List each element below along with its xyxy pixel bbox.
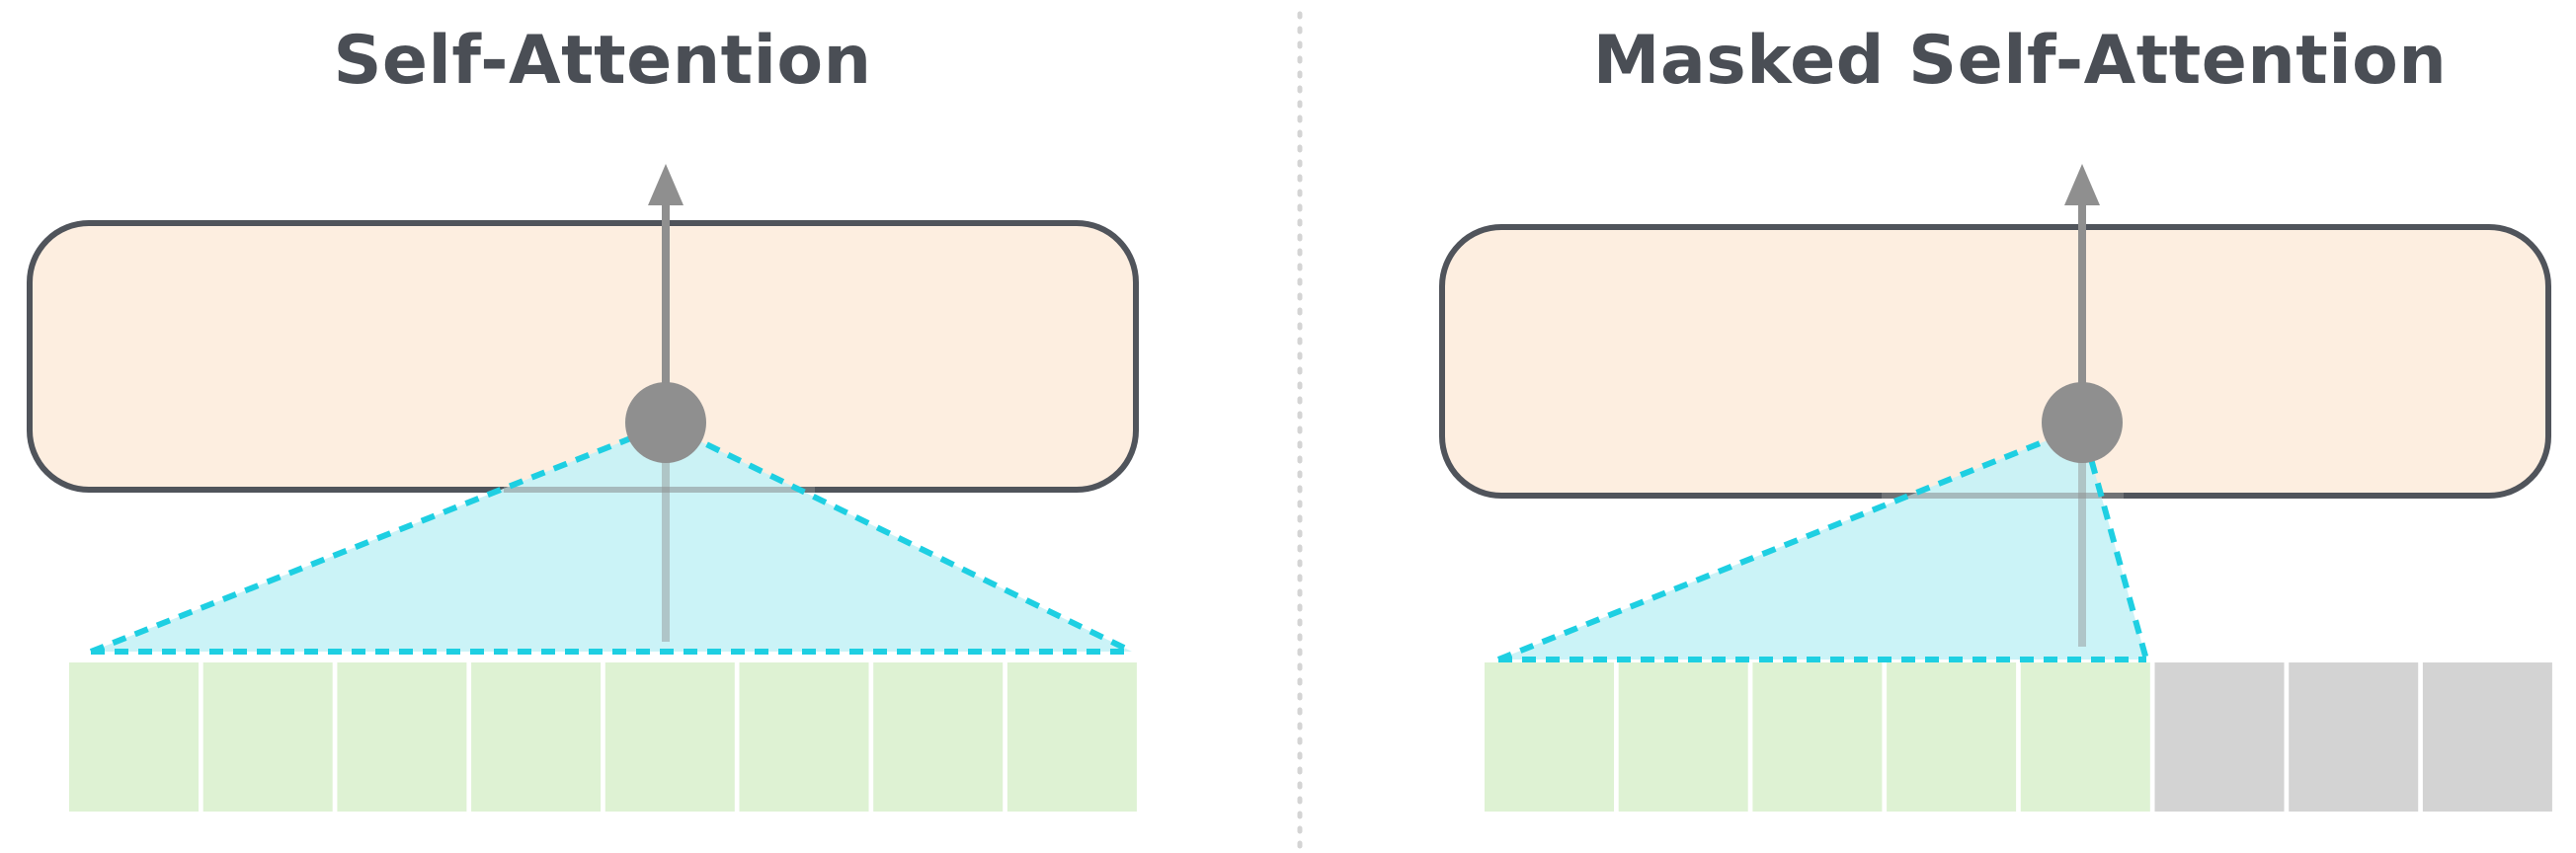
self-attention-token-1 bbox=[69, 662, 199, 812]
masked-self-attention-arrowhead-icon bbox=[2064, 164, 2100, 205]
self-attention-panel bbox=[27, 164, 1139, 812]
self-attention-layer-box bbox=[27, 220, 1139, 493]
masked-self-attention-panel bbox=[1439, 164, 2552, 812]
self-attention-token-3 bbox=[337, 662, 467, 812]
self-attention-arrowhead-icon bbox=[648, 164, 684, 205]
masked-self-attention-node bbox=[2042, 382, 2123, 463]
panel-title-self-attention: Self-Attention bbox=[333, 22, 872, 100]
self-attention-node bbox=[625, 382, 706, 463]
masked-self-attention-token-4 bbox=[1887, 662, 2017, 812]
self-attention-scope bbox=[91, 425, 1132, 652]
self-attention-token-4 bbox=[471, 662, 602, 812]
masked-self-attention-token-row bbox=[1485, 662, 2552, 812]
masked-self-attention-token-6-masked bbox=[2154, 662, 2285, 812]
masked-self-attention-token-3 bbox=[1752, 662, 1883, 812]
self-attention-token-6 bbox=[739, 662, 869, 812]
self-attention-token-5 bbox=[604, 662, 735, 812]
masked-self-attention-layer-box bbox=[1439, 224, 2551, 499]
panel-title-masked-self-attention: Masked Self-Attention bbox=[1592, 22, 2448, 100]
self-attention-token-2 bbox=[202, 662, 333, 812]
masked-self-attention-token-1 bbox=[1485, 662, 1614, 812]
masked-self-attention-scope bbox=[1498, 426, 2146, 659]
masked-self-attention-token-7-masked bbox=[2289, 662, 2419, 812]
self-attention-token-row bbox=[69, 662, 1137, 812]
masked-self-attention-token-2 bbox=[1618, 662, 1748, 812]
masked-self-attention-token-8-masked bbox=[2422, 662, 2552, 812]
self-attention-token-8 bbox=[1006, 662, 1137, 812]
self-attention-token-7 bbox=[873, 662, 1004, 812]
masked-self-attention-token-5 bbox=[2020, 662, 2150, 812]
